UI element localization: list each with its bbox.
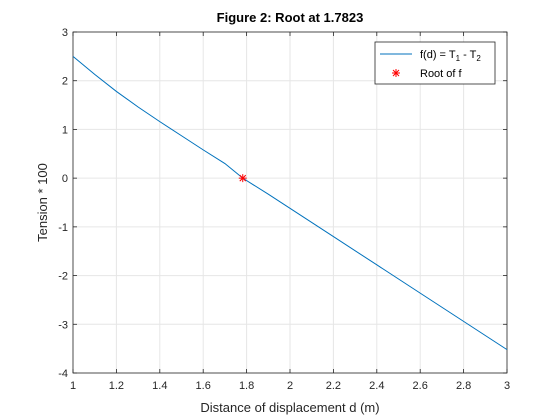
chart-title: Figure 2: Root at 1.7823	[217, 10, 364, 25]
y-tick-label: 0	[62, 173, 68, 185]
y-axis-label: Tension * 100	[35, 163, 50, 242]
x-tick-label: 1.4	[152, 380, 167, 392]
y-tick-label: -1	[58, 222, 68, 234]
legend-entry-function: f(d) = T1 - T2	[420, 49, 481, 63]
plot-content	[72, 55, 508, 351]
x-axis-label: Distance of displacement d (m)	[200, 400, 379, 415]
x-tick-label: 3	[504, 380, 510, 392]
legend-entry-root: Root of f	[420, 68, 463, 80]
legend-marker-swatch	[392, 69, 400, 77]
x-tick-label: 1.2	[109, 380, 124, 392]
legend: f(d) = T1 - T2 Root of f	[374, 41, 496, 85]
x-tick-label: 2	[287, 380, 293, 392]
y-tick-label: 1	[62, 124, 68, 136]
y-tick-label: -2	[58, 271, 68, 283]
legend-box	[374, 41, 496, 85]
x-tick-label: 1.8	[239, 380, 254, 392]
series-line	[72, 55, 508, 351]
x-tick-label: 2.8	[456, 380, 471, 392]
y-tick-label: -4	[58, 368, 68, 380]
x-tick-label: 2.4	[369, 380, 384, 392]
root-marker	[238, 174, 247, 183]
x-tick-label: 2.2	[326, 380, 341, 392]
x-tick-label: 1.6	[196, 380, 211, 392]
y-tick-label: -3	[58, 319, 68, 331]
x-tick-label: 2.6	[413, 380, 428, 392]
axis-ticks: 1 1.2 1.4 1.6 1.8 2 2.2 2.4 2.6 2.8 3 -4 -3 -2 -1 0 1 2 3	[58, 27, 510, 392]
x-tick-label: 1	[70, 380, 76, 392]
y-tick-label: 2	[62, 76, 68, 88]
y-tick-label: 3	[62, 27, 68, 39]
